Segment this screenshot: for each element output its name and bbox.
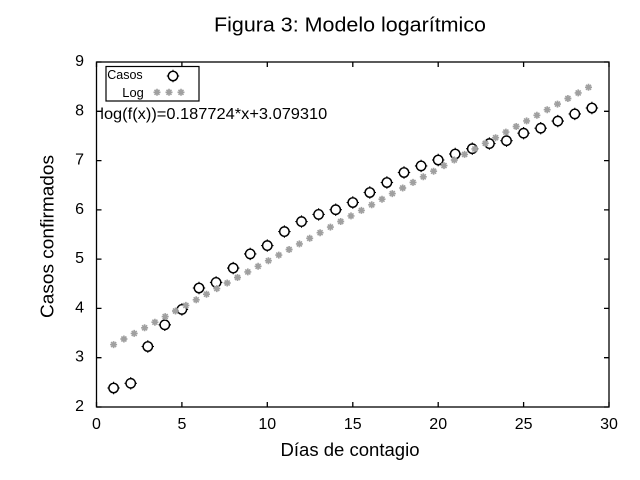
svg-text:15: 15: [344, 416, 362, 433]
svg-text:Figura 3: Modelo logarítmico: Figura 3: Modelo logarítmico: [214, 15, 486, 37]
svg-text:Casos confirmados: Casos confirmados: [38, 155, 58, 318]
svg-text:4: 4: [75, 299, 84, 316]
svg-text:5: 5: [177, 416, 186, 433]
svg-text:Log: Log: [122, 85, 144, 100]
svg-text:Casos: Casos: [107, 67, 143, 82]
svg-text:5: 5: [75, 250, 84, 267]
svg-text:30: 30: [600, 416, 618, 433]
svg-text:7: 7: [75, 152, 84, 169]
svg-text:Días de contagio: Días de contagio: [281, 440, 420, 460]
svg-text:10: 10: [258, 416, 276, 433]
svg-text:0: 0: [92, 416, 101, 433]
svg-text:log(f(x))=0.187724*x+3.079310: log(f(x))=0.187724*x+3.079310: [100, 106, 327, 123]
svg-text:25: 25: [515, 416, 533, 433]
svg-text:8: 8: [75, 102, 84, 119]
svg-text:3: 3: [75, 349, 84, 366]
svg-text:20: 20: [429, 416, 447, 433]
svg-text:9: 9: [75, 53, 84, 70]
svg-text:2: 2: [75, 398, 84, 415]
svg-text:6: 6: [75, 201, 84, 218]
